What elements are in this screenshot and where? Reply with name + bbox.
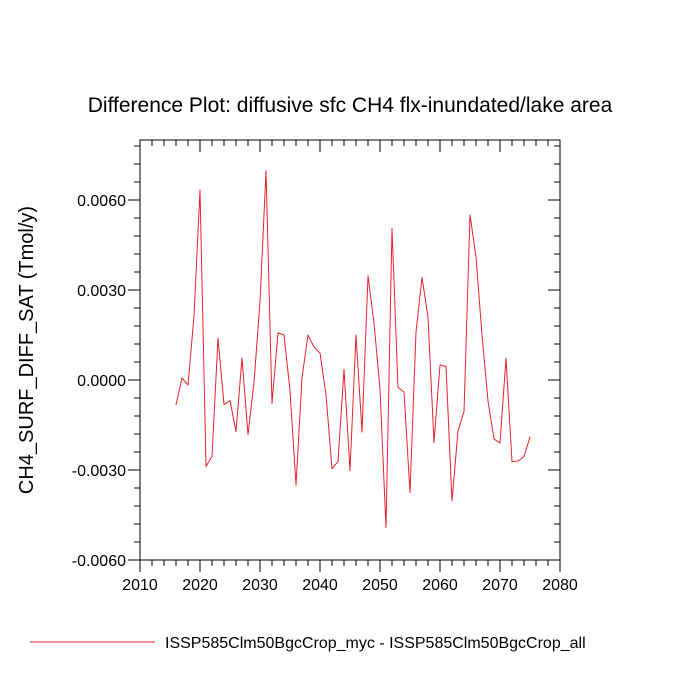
data-point xyxy=(253,381,255,383)
data-point xyxy=(409,492,411,493)
x-tick-labels: 2010 2020 2030 2040 2050 2060 2070 2080 xyxy=(122,577,578,594)
y-tick-label: -0.0060 xyxy=(72,553,126,570)
series-line xyxy=(175,170,531,529)
data-point xyxy=(445,366,447,367)
data-point xyxy=(493,438,495,440)
data-point xyxy=(385,527,387,529)
data-point xyxy=(505,357,507,359)
legend-label: ISSP585Clm50BgcCrop_myc - ISSP585Clm50Bg… xyxy=(165,635,586,652)
data-point xyxy=(421,276,423,278)
data-point xyxy=(475,256,477,258)
data-point xyxy=(499,442,501,444)
data-point xyxy=(367,275,369,277)
data-point xyxy=(337,461,339,463)
data-point xyxy=(379,388,381,390)
data-point xyxy=(511,461,513,463)
x-tick-label: 2040 xyxy=(302,577,338,594)
data-point xyxy=(175,404,177,406)
plot-frame xyxy=(139,139,561,561)
x-tick-label: 2010 xyxy=(122,577,158,594)
x-tick-label: 2080 xyxy=(542,577,578,594)
x-tick-label: 2050 xyxy=(362,577,398,594)
data-point xyxy=(523,456,525,457)
data-point xyxy=(277,332,279,334)
y-tick-label: 0.0030 xyxy=(77,283,126,300)
data-point xyxy=(451,500,453,502)
data-point xyxy=(265,170,267,172)
data-point xyxy=(403,391,405,393)
data-point xyxy=(313,346,315,348)
data-point xyxy=(229,399,231,401)
data-point xyxy=(463,411,465,412)
x-tick-label: 2020 xyxy=(182,577,218,594)
data-point xyxy=(181,377,183,379)
series-group xyxy=(175,170,531,529)
data-point xyxy=(295,484,297,486)
data-point xyxy=(469,214,471,216)
y-axis-label: CH4_SURF_DIFF_SAT (Tmol/y) xyxy=(16,206,38,494)
data-point xyxy=(241,357,243,359)
x-tick-label: 2070 xyxy=(482,577,518,594)
data-point xyxy=(307,334,309,336)
data-point xyxy=(271,402,273,404)
data-point xyxy=(283,334,285,336)
data-point xyxy=(373,322,375,324)
data-point xyxy=(529,436,531,438)
y-tick-labels: -0.0060 -0.0030 0.0000 0.0030 0.0060 xyxy=(72,193,126,570)
data-point xyxy=(247,434,249,436)
x-tick-label: 2060 xyxy=(422,577,458,594)
data-point xyxy=(223,404,225,406)
data-point xyxy=(433,441,435,443)
data-point xyxy=(397,387,399,388)
data-point xyxy=(187,384,189,386)
data-point xyxy=(211,456,213,457)
data-point xyxy=(325,394,327,396)
data-point xyxy=(289,390,291,391)
data-point xyxy=(205,465,207,467)
data-point xyxy=(259,301,261,303)
data-point xyxy=(199,189,201,191)
data-point xyxy=(481,334,483,336)
axis-ticks xyxy=(128,140,561,572)
data-point xyxy=(193,315,195,317)
data-point xyxy=(391,228,393,229)
data-point xyxy=(343,369,345,370)
chart-title: Difference Plot: diffusive sfc CH4 flx-i… xyxy=(88,94,613,117)
data-point xyxy=(331,468,333,469)
y-tick-label: 0.0000 xyxy=(77,373,126,390)
data-point xyxy=(319,352,321,354)
data-point xyxy=(361,431,363,433)
data-point xyxy=(217,337,219,339)
data-point xyxy=(349,470,351,472)
data-point xyxy=(355,334,357,336)
data-point xyxy=(415,331,417,333)
data-point xyxy=(487,400,489,402)
y-tick-label: -0.0030 xyxy=(72,463,126,480)
y-tick-label: 0.0060 xyxy=(77,193,126,210)
data-point xyxy=(301,377,303,379)
data-point xyxy=(457,430,459,432)
data-point xyxy=(427,316,429,318)
data-point xyxy=(235,431,237,433)
data-point xyxy=(517,460,519,462)
data-point xyxy=(439,364,441,366)
x-tick-label: 2030 xyxy=(242,577,278,594)
